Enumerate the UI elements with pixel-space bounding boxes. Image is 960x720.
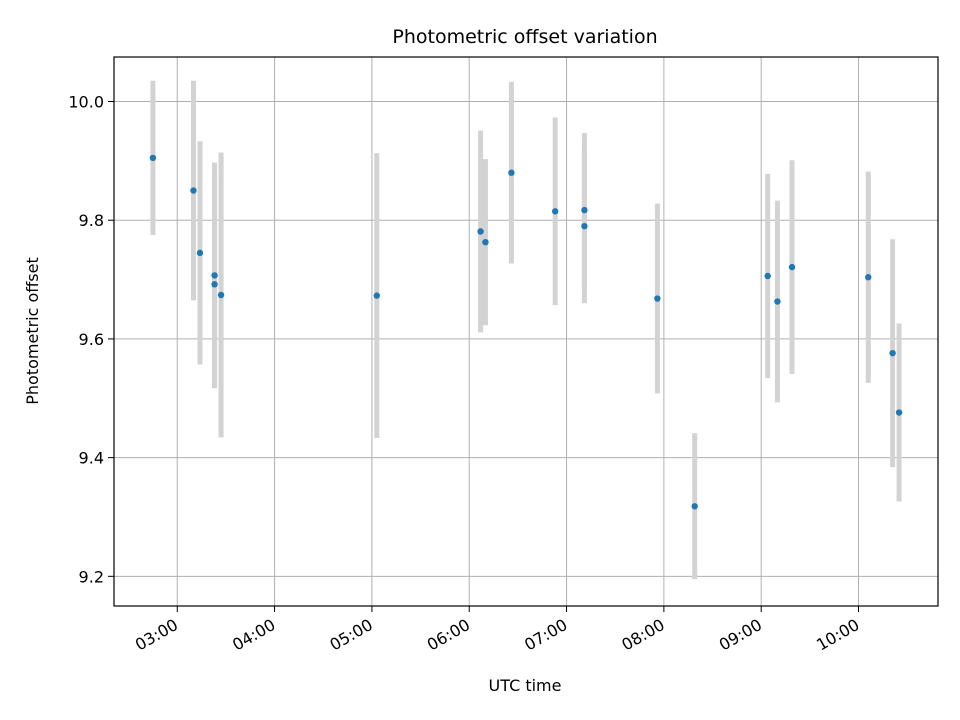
data-point	[190, 187, 197, 194]
y-tick-label: 10.0	[68, 93, 104, 112]
x-tick-label: 06:00	[424, 615, 473, 655]
x-tick-label: 10:00	[813, 615, 862, 655]
data-point	[217, 291, 225, 299]
data-point	[895, 409, 903, 416]
data-point	[149, 154, 157, 162]
y-axis-ticks: 9.2 9.4 9.6 9.8 10.0	[68, 93, 114, 586]
x-tick-label: 07:00	[521, 615, 570, 655]
data-point	[211, 272, 218, 279]
data-point	[211, 281, 218, 288]
x-tick-label: 09:00	[716, 615, 765, 655]
plot-frame	[113, 56, 939, 607]
y-axis-label: Photometric offset	[23, 257, 42, 405]
data-point	[889, 349, 896, 357]
chart-title: Photometric offset variation	[392, 26, 657, 48]
error-bars	[150, 80, 902, 580]
data-point	[551, 208, 559, 215]
data-point	[788, 263, 796, 271]
data-point	[774, 298, 781, 305]
x-axis-ticks: 03:00 04:00 05:00 06:00 07:00 08:00 09:00 10:00	[132, 606, 863, 655]
data-point	[477, 228, 484, 235]
x-tick-label: 04:00	[229, 615, 278, 655]
data-point	[764, 272, 771, 280]
x-axis-label: UTC time	[489, 676, 562, 695]
y-tick-label: 9.6	[79, 330, 104, 349]
data-points	[149, 154, 903, 510]
x-tick-label: 05:00	[326, 615, 375, 655]
data-point	[654, 295, 661, 302]
data-point	[482, 238, 489, 246]
y-tick-label: 9.4	[79, 449, 104, 468]
data-point	[196, 249, 204, 257]
data-point	[865, 273, 872, 281]
x-tick-label: 08:00	[618, 615, 667, 655]
grid	[114, 57, 938, 606]
data-point	[508, 169, 515, 176]
data-point	[691, 503, 698, 510]
data-point	[581, 222, 588, 230]
data-point	[373, 292, 380, 299]
data-point	[581, 206, 588, 214]
y-tick-label: 9.8	[79, 211, 104, 230]
x-tick-label: 03:00	[132, 615, 181, 655]
y-tick-label: 9.2	[79, 567, 104, 586]
